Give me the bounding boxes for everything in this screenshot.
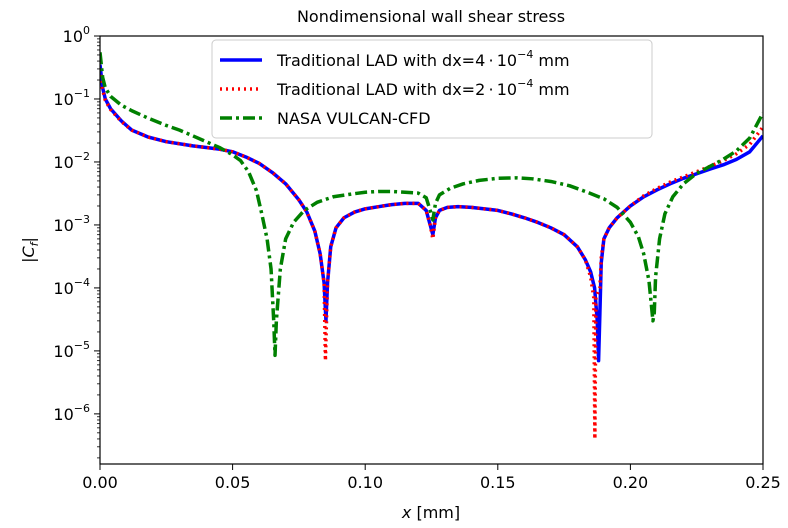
y-tick-label: 100 [63, 24, 90, 46]
y-tick-label: 10−6 [53, 402, 90, 424]
series-line-2 [100, 68, 763, 441]
x-axis-label: x [mm] [401, 503, 460, 522]
y-tick-label: 10−4 [53, 276, 90, 298]
x-tick-label: 0.15 [480, 473, 516, 492]
legend-label-3: NASA VULCAN-CFD [277, 109, 431, 128]
y-tick-label: 10−1 [53, 87, 90, 109]
x-tick-label: 0.20 [613, 473, 649, 492]
x-tick-label: 0.00 [82, 473, 118, 492]
legend: Traditional LAD with dx=4 · 10−4 mm Tradi… [211, 39, 653, 139]
x-axis-label-unit: [mm] [411, 503, 460, 522]
legend-label-2: Traditional LAD with dx=2 · 10−4 mm [276, 77, 570, 99]
y-tick-label: 10−5 [53, 339, 90, 361]
x-tick-label: 0.05 [215, 473, 251, 492]
series-layer [100, 52, 763, 441]
y-axis-label: |Cf| [19, 237, 41, 263]
series-line-3 [100, 52, 763, 358]
x-tick-label: 0.10 [347, 473, 383, 492]
legend-box [211, 39, 653, 139]
chart-title: Nondimensional wall shear stress [297, 7, 565, 26]
x-axis-label-var: x [401, 503, 412, 522]
x-axis: 0.00 0.05 0.10 0.15 0.20 0.25 [82, 464, 781, 492]
legend-label-1: Traditional LAD with dx=4 · 10−4 mm [276, 48, 570, 70]
y-tick-label: 10−2 [53, 150, 90, 172]
x-tick-label: 0.25 [745, 473, 781, 492]
y-tick-label: 10−3 [53, 213, 90, 235]
y-axis: 100 10−1 10−2 10−3 10−4 10−5 10−6 [53, 24, 100, 459]
